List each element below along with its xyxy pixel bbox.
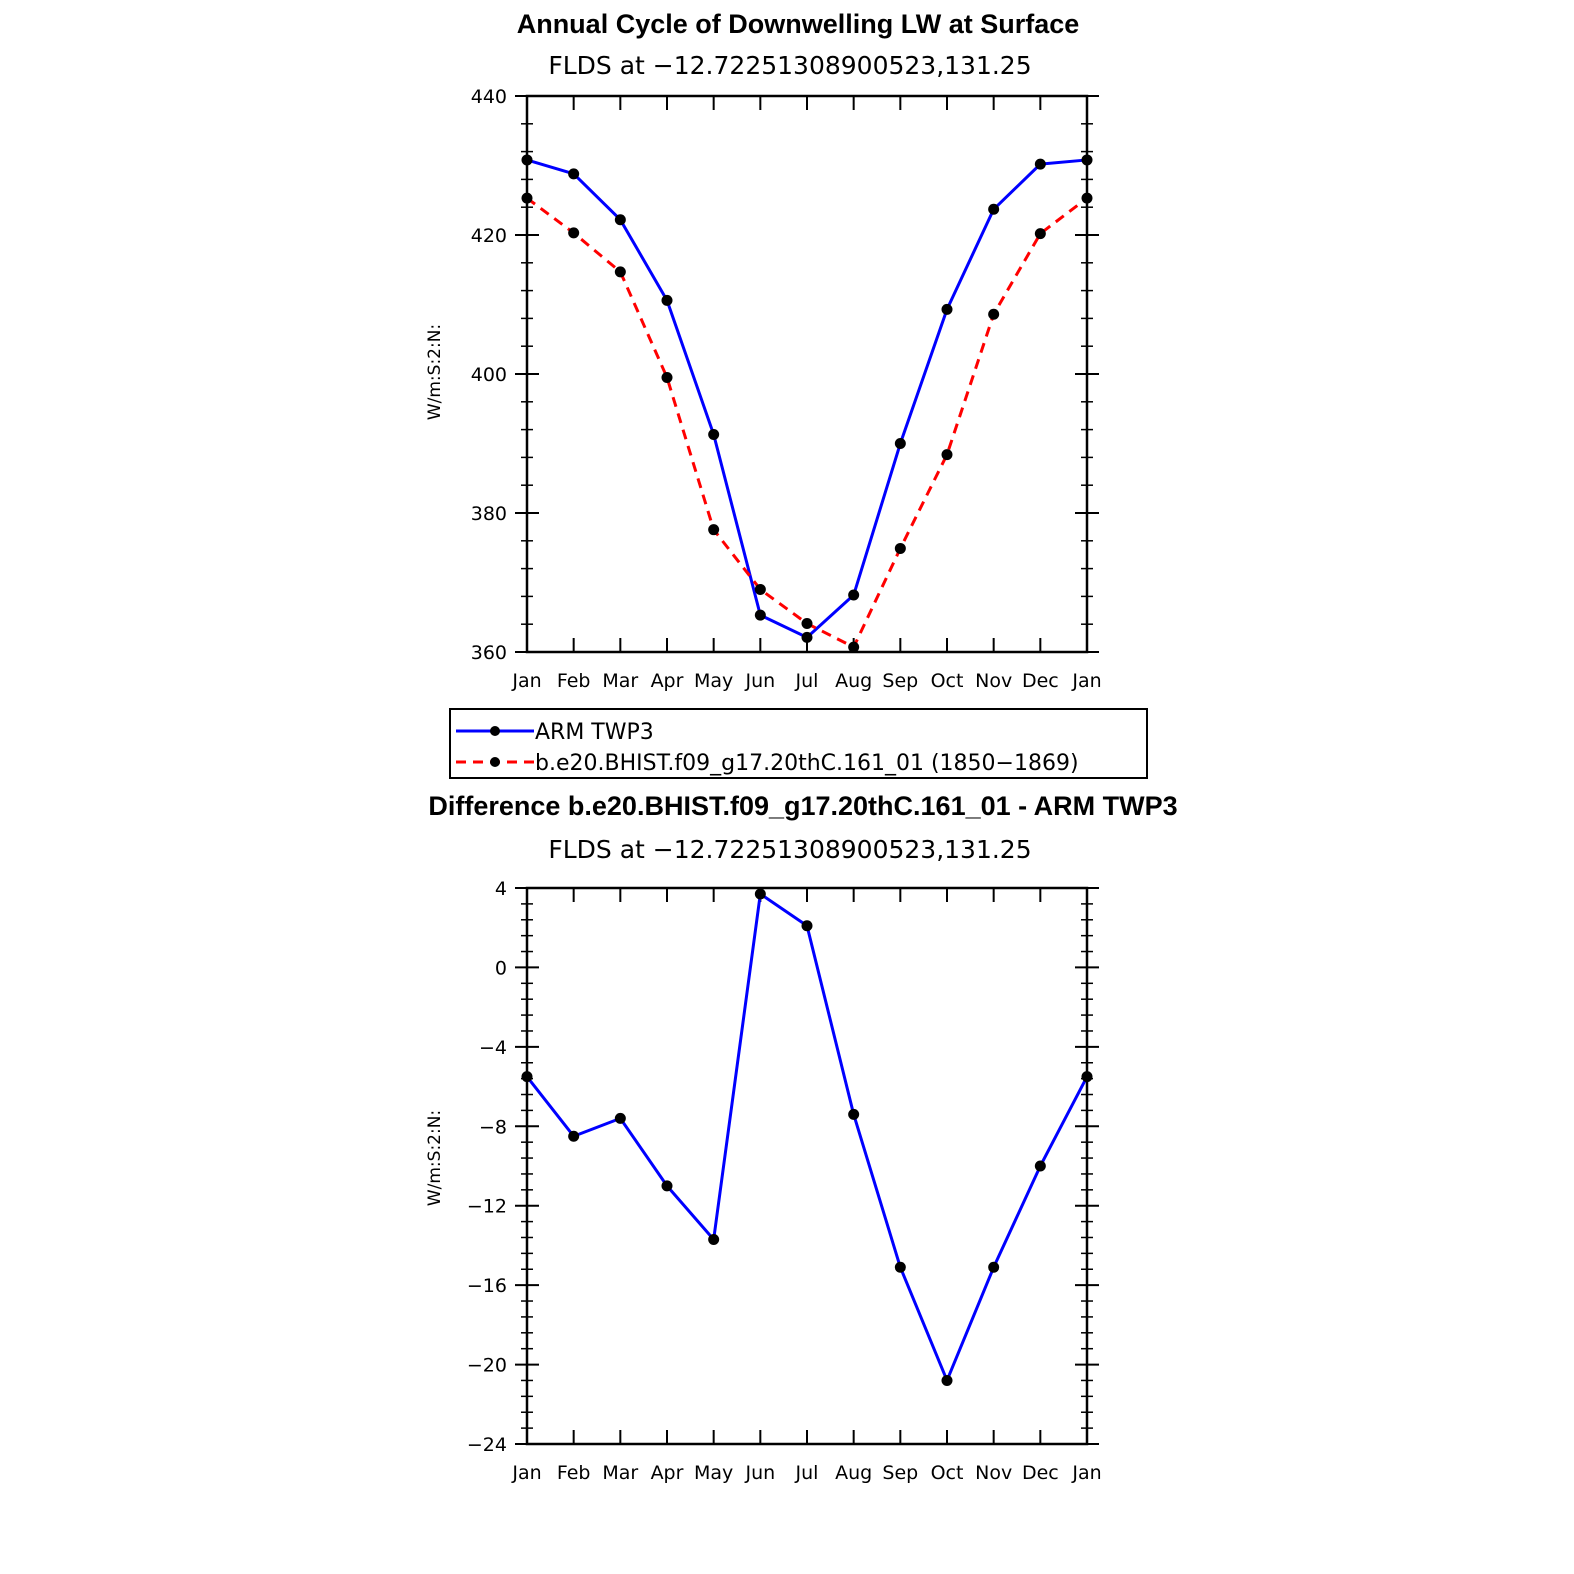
top-series-0-point [708, 428, 720, 440]
top-y-tick-label: 360 [471, 642, 507, 664]
bottom-x-tick-label: Sep [882, 1462, 918, 1484]
top-series-1-point [848, 641, 860, 653]
top-series-1-point [708, 524, 720, 536]
top-series-0-point [661, 294, 673, 306]
bottom-x-tick-label: Jun [744, 1462, 775, 1484]
top-x-tick-label: Apr [651, 670, 684, 692]
top-series-1-point [754, 583, 766, 595]
top-series-1-point [661, 371, 673, 383]
bottom-y-tick-label: −20 [467, 1355, 507, 1377]
top-series-0-point [614, 214, 626, 226]
legend-box [449, 708, 1148, 779]
top-series-0-point [941, 303, 953, 315]
bottom-chart-title: Difference b.e20.BHIST.f09_g17.20thC.161… [428, 791, 1177, 821]
top-plot-frame [525, 94, 1089, 654]
bottom-x-tick-label: Jan [1071, 1462, 1101, 1484]
bottom-series-0-point [894, 1261, 906, 1273]
bottom-series-0-point [754, 888, 766, 900]
top-chart-subtitle: FLDS at −12.72251308900523,131.25 [548, 51, 1031, 80]
top-x-tick-label: Jan [511, 670, 541, 692]
top-chart-title: Annual Cycle of Downwelling LW at Surfac… [517, 9, 1080, 39]
bottom-chart-subtitle: FLDS at −12.72251308900523,131.25 [548, 835, 1031, 864]
bottom-series-0-point [661, 1180, 673, 1192]
top-series-0-point [568, 168, 580, 180]
top-series-1-point [568, 227, 580, 239]
bottom-series-0-point [568, 1130, 580, 1142]
legend-label-model: b.e20.BHIST.f09_g17.20thC.161_01 (1850−1… [535, 751, 1079, 776]
bottom-chart-y-axis-label: W/m:S:2:N: [425, 1110, 445, 1206]
bottom-x-tick-label: Apr [651, 1462, 684, 1484]
bottom-y-tick-label: −16 [467, 1275, 507, 1297]
bottom-y-tick-label: −8 [479, 1116, 507, 1138]
bottom-series-0-point [1081, 1071, 1093, 1083]
bottom-x-tick-label: Jul [795, 1462, 819, 1484]
top-series-0-line [526, 158, 1088, 639]
top-x-tick-label: Jul [795, 670, 819, 692]
top-series-0-point [894, 438, 906, 449]
top-y-tick-label: 380 [471, 503, 507, 525]
bottom-y-tick-label: 4 [495, 878, 507, 900]
top-chart-y-axis-label: W/m:S:2:N: [425, 324, 445, 420]
top-series-1-point [614, 266, 626, 278]
top-x-tick-label: May [694, 670, 733, 692]
top-series-1-line [526, 196, 1088, 649]
bottom-series-0-point [848, 1108, 860, 1120]
top-series-0-point [988, 203, 1000, 215]
top-series-0-point [521, 154, 533, 166]
top-series-1-point [1081, 192, 1093, 204]
top-series-1-point [801, 618, 813, 630]
top-series-1-point [941, 449, 953, 461]
bottom-series-0-point [941, 1374, 953, 1386]
bottom-y-tick-label: −12 [467, 1196, 507, 1218]
legend-label-arm-twp3: ARM TWP3 [535, 720, 654, 745]
bottom-y-tick-label: −4 [479, 1037, 507, 1059]
bottom-y-tick-label: 0 [495, 957, 507, 979]
bottom-series-0-point [708, 1233, 720, 1245]
top-series-0-point [848, 589, 860, 601]
top-x-tick-label: Feb [557, 670, 591, 692]
bottom-x-tick-label: May [694, 1462, 733, 1484]
bottom-series-0-point [988, 1261, 1000, 1273]
legend-marker-model [490, 757, 500, 767]
bottom-x-tick-label: Nov [975, 1462, 1012, 1484]
bottom-chart-plot: Jan Feb Mar Apr May Jun Jul Aug Sep Oct Nov Dec Jan−… [467, 878, 1102, 1484]
top-x-tick-label: Oct [931, 670, 964, 692]
legend: ARM TWP3 b.e20.BHIST.f09_g17.20thC.161_0… [449, 708, 1148, 779]
bottom-series-0-point [521, 1071, 533, 1083]
top-series-0-point [801, 631, 813, 643]
top-x-tick-label: Dec [1022, 670, 1059, 692]
bottom-x-tick-label: Oct [931, 1462, 964, 1484]
top-series-0-point [1034, 158, 1046, 170]
top-series-0-point [1081, 154, 1093, 166]
bottom-series-0-point [801, 920, 813, 932]
bottom-x-tick-label: Aug [835, 1462, 872, 1484]
top-x-tick-label: Jun [744, 670, 775, 692]
bottom-series-0-line [525, 892, 1089, 1382]
top-x-tick-label: Jan [1071, 670, 1101, 692]
top-series-1-point [894, 542, 906, 554]
bottom-x-tick-label: Jan [511, 1462, 541, 1484]
bottom-y-tick-label: −24 [467, 1434, 507, 1456]
top-x-tick-label: Nov [975, 670, 1012, 692]
bottom-series-0-point [1034, 1160, 1046, 1172]
bottom-plot-frame [525, 886, 1089, 1446]
top-x-tick-label: Sep [882, 670, 918, 692]
top-chart-plot: Jan Feb Mar Apr May Jun Jul Aug Sep Oct Nov Dec Jan3… [471, 86, 1102, 692]
bottom-x-tick-label: Dec [1022, 1462, 1059, 1484]
bottom-series-0-point [614, 1112, 626, 1124]
top-series-1-point [1034, 228, 1046, 240]
top-series-0-point [754, 609, 766, 621]
top-series-1-point [988, 308, 1000, 320]
legend-marker-arm-twp3 [490, 726, 500, 736]
bottom-x-tick-label: Feb [557, 1462, 591, 1484]
top-y-tick-label: 400 [471, 364, 507, 386]
top-x-tick-label: Aug [835, 670, 872, 692]
top-x-tick-label: Mar [602, 670, 638, 692]
bottom-x-tick-label: Mar [602, 1462, 638, 1484]
top-series-1-point [521, 192, 533, 204]
top-y-tick-label: 420 [471, 225, 507, 247]
top-y-tick-label: 440 [471, 86, 507, 108]
